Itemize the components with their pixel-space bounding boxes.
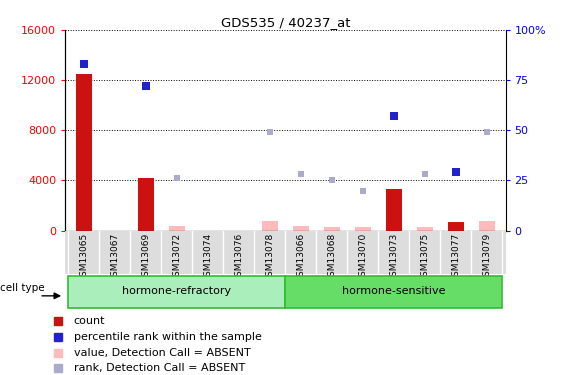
Text: GSM13067: GSM13067: [110, 233, 119, 282]
Text: hormone-refractory: hormone-refractory: [122, 286, 232, 296]
Bar: [479, 220, 495, 231]
Bar: [355, 227, 371, 231]
Text: GSM13074: GSM13074: [203, 233, 212, 282]
Bar: [262, 220, 278, 231]
Text: GSM13073: GSM13073: [390, 233, 398, 282]
Text: GSM13069: GSM13069: [141, 233, 151, 282]
Bar: [417, 227, 433, 231]
Text: percentile rank within the sample: percentile rank within the sample: [74, 332, 261, 342]
Text: GSM13068: GSM13068: [327, 233, 336, 282]
Bar: [138, 178, 154, 231]
Text: GSM13070: GSM13070: [358, 233, 367, 282]
Text: GSM13075: GSM13075: [420, 233, 429, 282]
Bar: [68, 276, 286, 308]
Bar: [386, 189, 402, 231]
Text: count: count: [74, 316, 105, 326]
Bar: [448, 222, 463, 231]
Bar: [286, 276, 503, 308]
Bar: [76, 74, 91, 231]
Text: GSM13079: GSM13079: [482, 233, 491, 282]
Text: GSM13065: GSM13065: [80, 233, 89, 282]
Text: hormone-sensitive: hormone-sensitive: [342, 286, 446, 296]
Bar: [386, 227, 402, 231]
Text: cell type: cell type: [0, 283, 45, 293]
Bar: [293, 226, 308, 231]
Text: GSM13078: GSM13078: [265, 233, 274, 282]
Title: GDS535 / 40237_at: GDS535 / 40237_at: [221, 16, 350, 29]
Text: GSM13066: GSM13066: [296, 233, 306, 282]
Bar: [324, 227, 340, 231]
Text: value, Detection Call = ABSENT: value, Detection Call = ABSENT: [74, 348, 250, 358]
Text: rank, Detection Call = ABSENT: rank, Detection Call = ABSENT: [74, 363, 245, 374]
Text: GSM13077: GSM13077: [452, 233, 461, 282]
Text: GSM13072: GSM13072: [173, 233, 181, 282]
Text: GSM13076: GSM13076: [235, 233, 244, 282]
Bar: [169, 226, 185, 231]
